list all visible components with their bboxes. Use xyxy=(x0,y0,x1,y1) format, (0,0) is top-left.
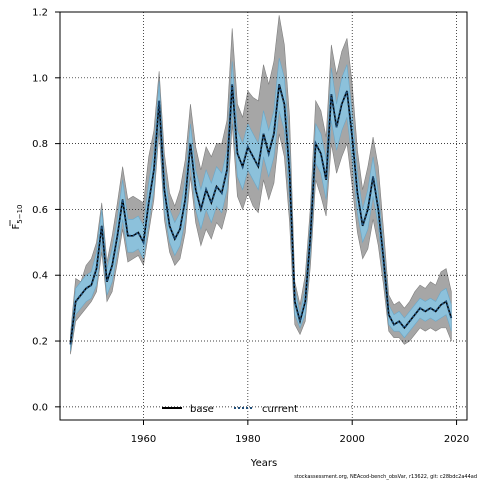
y-axis-title-sub: 5−10 xyxy=(16,205,24,224)
series-line-current xyxy=(69,84,453,345)
y-tick-label-1: 0.2 xyxy=(32,337,48,348)
band-base xyxy=(70,15,452,355)
footer-note: stockassessment.org, NEAcod-bench_obsVar… xyxy=(294,474,477,480)
y-tick-label-4: 0.8 xyxy=(32,139,48,150)
y-tick-label-6: 1.2 xyxy=(32,8,48,19)
confidence-bands xyxy=(70,15,452,355)
y-axis-title: F5−10 xyxy=(9,205,24,230)
x-tick-label-2: 2000 xyxy=(339,434,364,445)
legend: base current xyxy=(162,404,298,415)
y-tick-label-0: 0.0 xyxy=(32,402,48,413)
x-tick-label-3: 2020 xyxy=(444,434,469,445)
svg-text:F5−10: F5−10 xyxy=(11,205,24,230)
x-axis-title: Years xyxy=(250,458,277,469)
legend-current-label: current xyxy=(262,404,298,415)
x-tick-label-0: 1960 xyxy=(131,434,156,445)
y-axis-title-main: F xyxy=(11,224,22,230)
legend-base-label: base xyxy=(190,404,214,415)
y-tick-label-3: 0.6 xyxy=(32,205,48,216)
y-tick-label-5: 1.0 xyxy=(32,73,48,84)
plot-frame xyxy=(59,11,468,421)
axis-ticks: 0.0 0.2 0.4 0.6 0.8 1.0 1.2 1960 1980 2000 2020 xyxy=(32,8,469,446)
y-tick-label-2: 0.4 xyxy=(32,271,48,282)
series-lines xyxy=(69,84,453,345)
x-tick-label-1: 1980 xyxy=(235,434,260,445)
band-current xyxy=(70,57,452,351)
